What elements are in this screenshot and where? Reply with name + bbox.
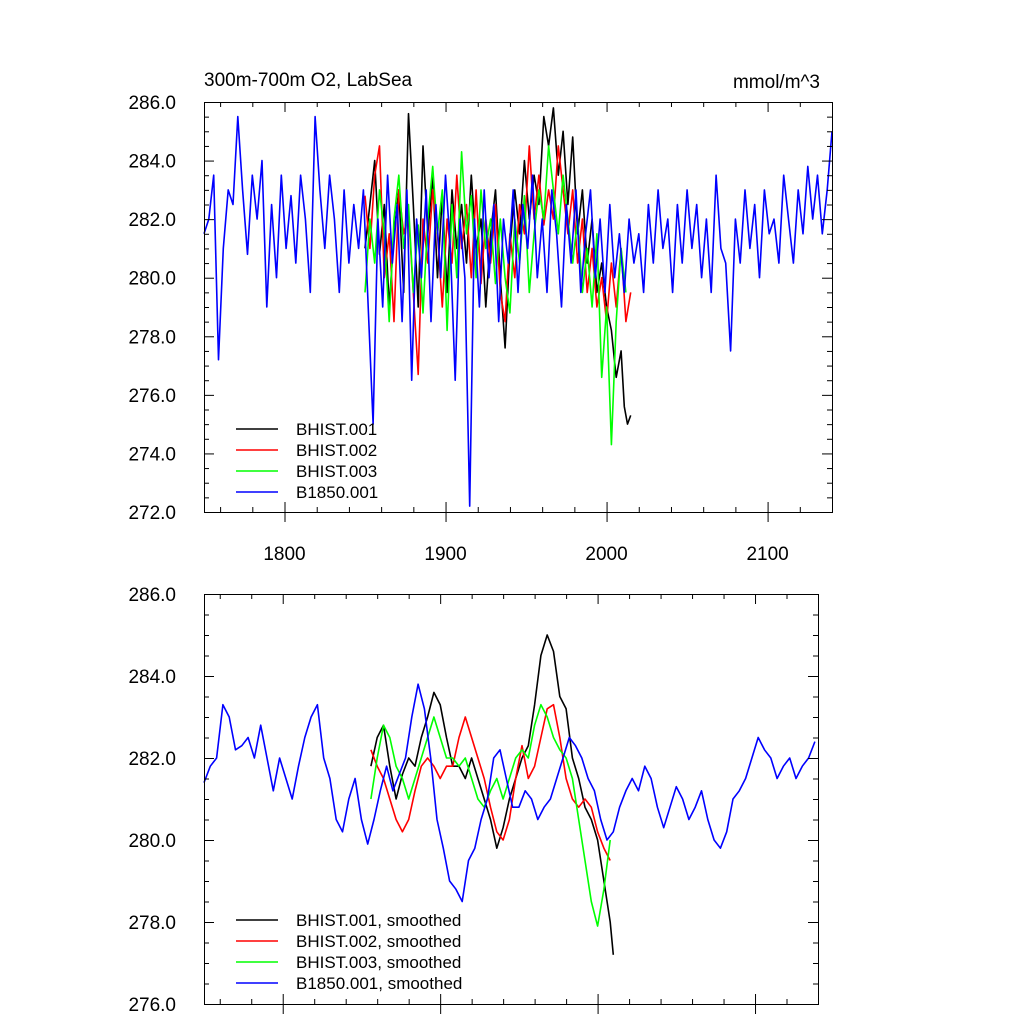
y-tick-label: 286.0 — [128, 585, 176, 606]
y-tick-label: 280.0 — [128, 831, 176, 852]
legend-label: B1850.001 — [296, 483, 378, 502]
units-label: mmol/m^3 — [733, 72, 820, 93]
x-tick-label: 2100 — [746, 544, 788, 565]
y-tick-label: 286.0 — [128, 93, 176, 114]
y-tick-label: 276.0 — [128, 386, 176, 407]
x-tick-label: 1800 — [263, 544, 305, 565]
x-tick-label: 2000 — [585, 544, 627, 565]
y-tick-label: 280.0 — [128, 269, 176, 290]
y-tick-label: 282.0 — [128, 210, 176, 231]
series-line-0-3 — [203, 115, 833, 507]
y-tick-label: 276.0 — [128, 995, 176, 1016]
series-line-1-1 — [370, 703, 611, 861]
top-panel: 300m-700m O2, LabSea mmol/m^3 286.0 284.0… — [128, 70, 833, 565]
legend-label: BHIST.003 — [296, 462, 377, 481]
y-tick-label: 278.0 — [128, 327, 176, 348]
y-tick-label: 284.0 — [128, 152, 176, 173]
legend-label: BHIST.003, smoothed — [296, 953, 461, 972]
y-tick-label: 278.0 — [128, 913, 176, 934]
legend-label: BHIST.001, smoothed — [296, 911, 461, 930]
chart-title: 300m-700m O2, LabSea — [204, 70, 413, 91]
x-tick-label: 1900 — [424, 544, 466, 565]
series-line-1-2 — [370, 703, 611, 927]
bottom-panel: 286.0 284.0 282.0 280.0 278.0 276.0 BHIST.001… — [128, 585, 819, 1016]
legend-label: BHIST.002 — [296, 441, 377, 460]
y-tick-label: 274.0 — [128, 444, 176, 465]
legend-label: BHIST.002, smoothed — [296, 932, 461, 951]
legend-label: BHIST.001 — [296, 420, 377, 439]
series-line-1-0 — [370, 634, 615, 955]
series-line-1-3 — [203, 683, 816, 903]
y-tick-label: 272.0 — [128, 503, 176, 524]
y-tick-label: 284.0 — [128, 667, 176, 688]
series-line-0-2 — [364, 145, 627, 446]
y-tick-label: 282.0 — [128, 749, 176, 770]
legend-label: B1850.001, smoothed — [296, 974, 462, 993]
